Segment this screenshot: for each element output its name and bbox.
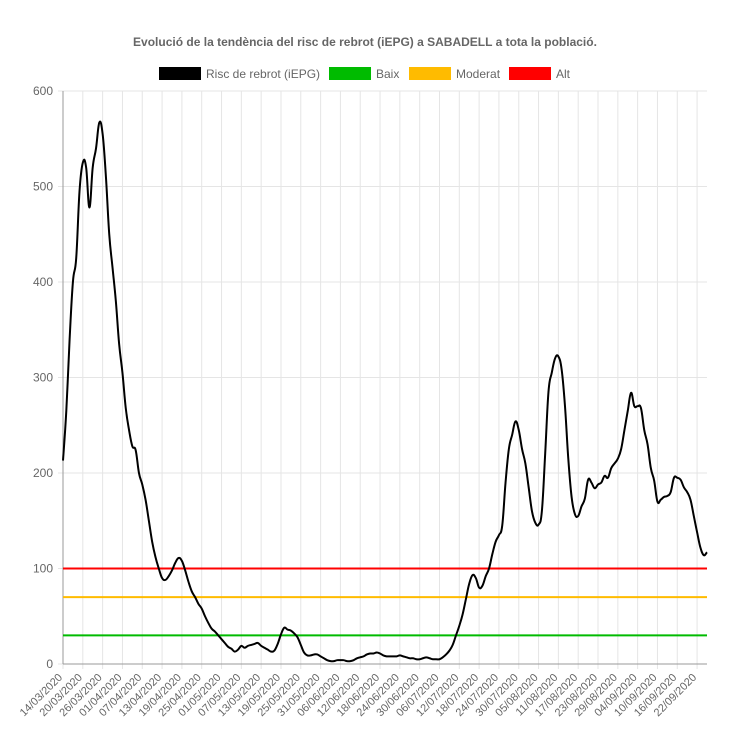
x-axis-ticks: 14/03/202020/03/202026/03/202001/04/2020… bbox=[18, 672, 700, 719]
legend-item-moderat-label: Moderat bbox=[456, 67, 501, 81]
y-tick-label: 0 bbox=[46, 657, 53, 671]
gridlines bbox=[58, 90, 707, 669]
y-tick-label: 400 bbox=[33, 275, 53, 289]
y-axis-ticks: 0 100 200 300 400 500 600 bbox=[33, 84, 53, 671]
legend-item-alt-label: Alt bbox=[556, 67, 571, 81]
y-tick-label: 600 bbox=[33, 84, 53, 98]
series-layer bbox=[62, 120, 708, 663]
series-line-risc-de-rebrot bbox=[62, 120, 708, 663]
legend: Risc de rebrot (iEPG) Baix Moderat Alt bbox=[159, 67, 571, 81]
legend-item-alt-swatch bbox=[509, 67, 551, 80]
y-tick-label: 500 bbox=[33, 180, 53, 194]
legend-item-risc-label: Risc de rebrot (iEPG) bbox=[206, 67, 320, 81]
legend-item-moderat-swatch bbox=[409, 67, 451, 80]
legend-item-baix-label: Baix bbox=[376, 67, 399, 81]
legend-item-baix-swatch bbox=[329, 67, 371, 80]
chart-title: Evolució de la tendència del risc de reb… bbox=[133, 35, 597, 49]
y-tick-label: 100 bbox=[33, 562, 53, 576]
y-tick-label: 300 bbox=[33, 371, 53, 385]
y-tick-label: 200 bbox=[33, 466, 53, 480]
legend-item-risc-swatch bbox=[159, 67, 201, 80]
